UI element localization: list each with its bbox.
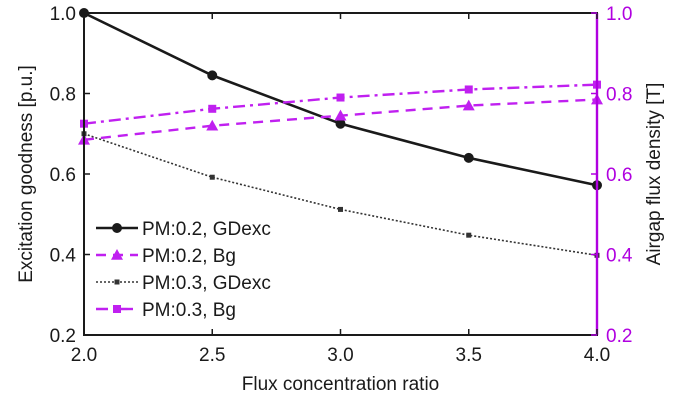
x-tick-label: 4.0 bbox=[584, 345, 610, 366]
x-tick-label: 3.0 bbox=[327, 345, 353, 366]
legend-marker bbox=[112, 223, 122, 233]
data-point bbox=[335, 118, 346, 129]
y2-tick-label: 0.8 bbox=[606, 85, 632, 106]
y2-tick-label: 0.4 bbox=[606, 246, 633, 267]
legend-marker bbox=[111, 249, 123, 260]
data-point bbox=[334, 109, 347, 121]
data-point bbox=[208, 104, 217, 113]
y-tick-label: 0.6 bbox=[50, 165, 76, 186]
y-tick-label: 1.0 bbox=[50, 4, 76, 25]
legend-label: PM:0.3, Bg bbox=[142, 300, 236, 321]
x-axis-title: Flux concentration ratio bbox=[242, 374, 440, 395]
legend: PM:0.2, GDexc PM:0.2, Bg PM:0.3, GDexc PM:0… bbox=[96, 219, 271, 321]
y2-tick-label: 0.6 bbox=[606, 165, 632, 186]
legend-item: PM:0.2, Bg bbox=[96, 246, 236, 267]
series-layer bbox=[78, 8, 603, 258]
series-line bbox=[83, 132, 598, 257]
y2-tick-label: 0.2 bbox=[606, 326, 632, 347]
data-point bbox=[207, 70, 218, 81]
y-tick-label: 0.4 bbox=[50, 246, 77, 267]
legend-marker bbox=[113, 305, 121, 313]
data-point bbox=[466, 232, 472, 238]
legend-item: PM:0.2, GDexc bbox=[96, 219, 271, 240]
legend-item: PM:0.3, GDexc bbox=[96, 273, 271, 294]
data-point bbox=[338, 206, 343, 212]
legend-marker bbox=[114, 279, 120, 285]
x-tick-label: 3.5 bbox=[456, 345, 482, 366]
legend-item: PM:0.3, Bg bbox=[96, 300, 236, 321]
data-point bbox=[462, 99, 475, 111]
data-point bbox=[206, 119, 219, 131]
data-point bbox=[209, 174, 215, 180]
x-tick-label: 2.5 bbox=[199, 345, 225, 366]
ticks-layer: 2.0 2.5 3.0 3.5 4.00.20.40.60.81.00.20.40.60… bbox=[50, 4, 633, 366]
series-0 bbox=[79, 8, 602, 191]
legend-label: PM:0.2, GDexc bbox=[142, 219, 271, 240]
legend-label: PM:0.2, Bg bbox=[142, 246, 236, 267]
legend-label: PM:0.3, GDexc bbox=[142, 273, 271, 294]
y2-tick-label: 1.0 bbox=[606, 4, 632, 25]
y-tick-label: 0.2 bbox=[50, 326, 76, 347]
data-point bbox=[463, 152, 474, 163]
y-tick-label: 0.8 bbox=[50, 85, 76, 106]
data-point bbox=[464, 85, 473, 94]
y2-axis-title: Airgap flux density [T] bbox=[644, 83, 665, 266]
y-axis-title: Excitation goodness [p.u.] bbox=[16, 65, 37, 283]
x-tick-label: 2.0 bbox=[71, 345, 97, 366]
data-point bbox=[336, 93, 345, 102]
